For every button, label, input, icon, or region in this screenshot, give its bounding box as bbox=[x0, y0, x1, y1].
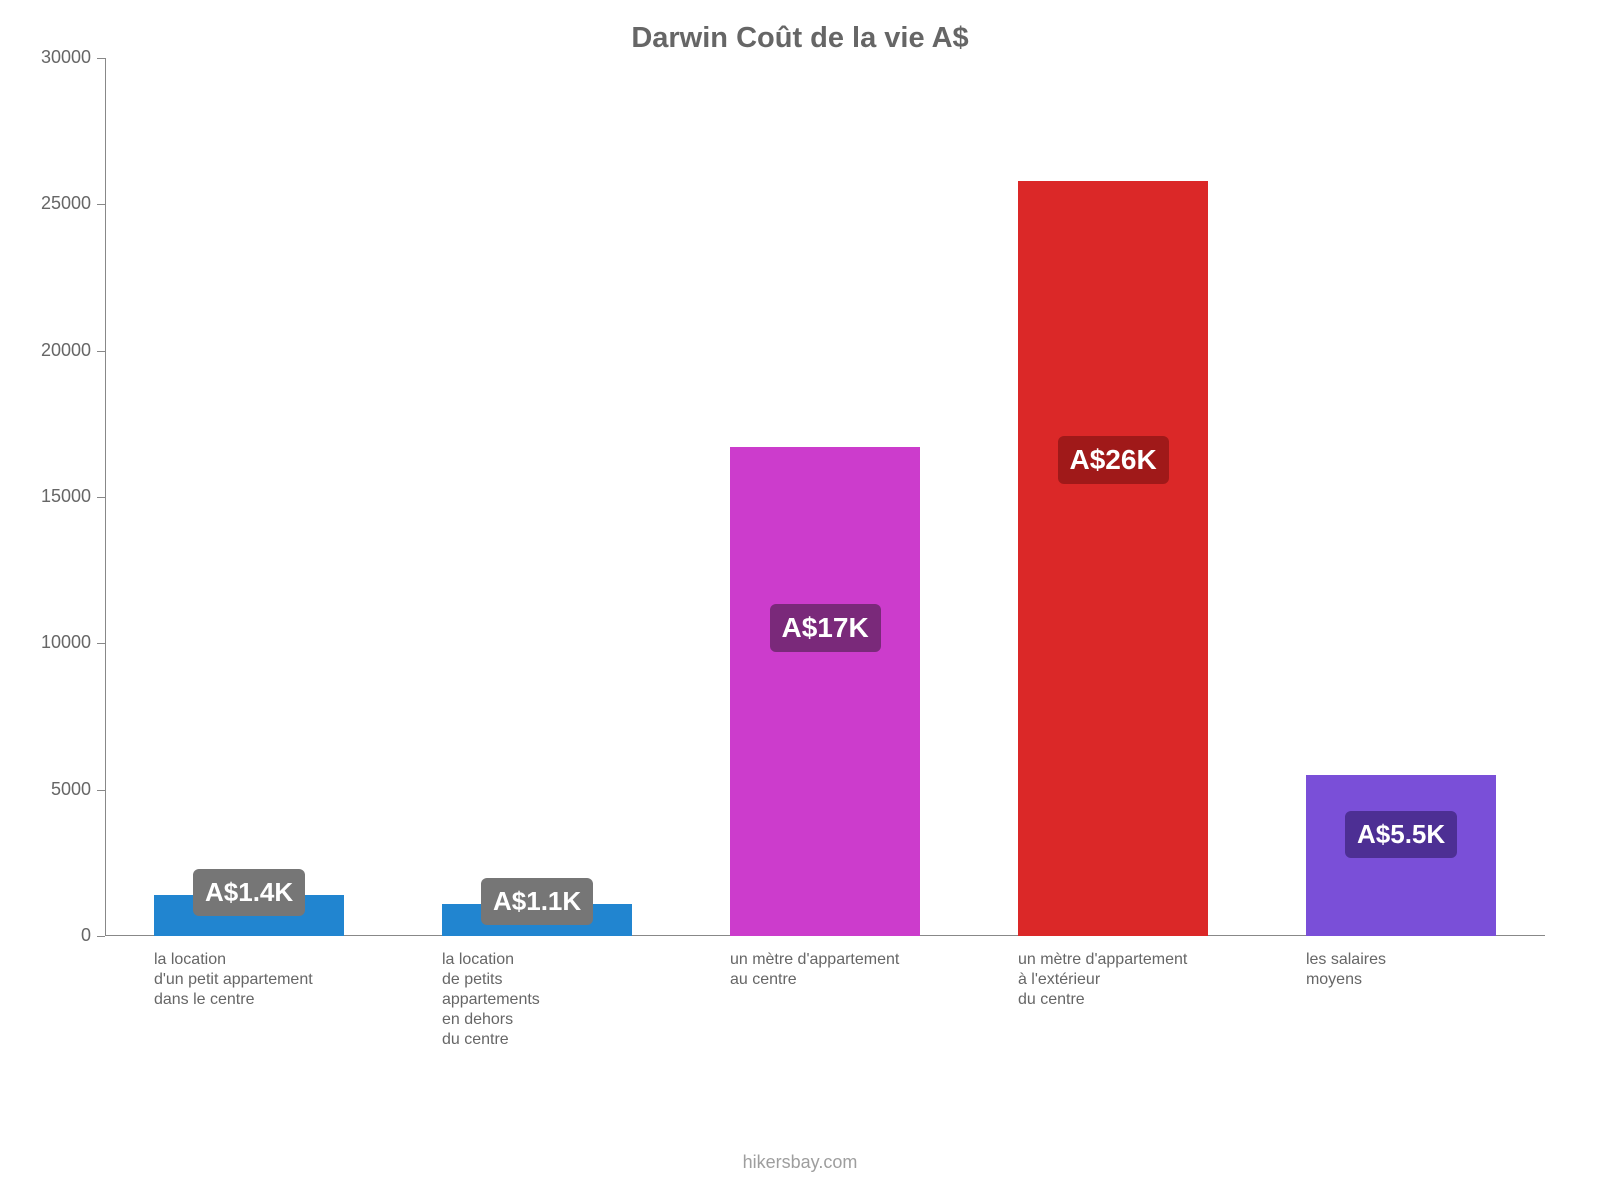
y-tick bbox=[97, 497, 105, 498]
value-badge: A$1.4K bbox=[193, 869, 305, 916]
value-badge: A$26K bbox=[1058, 436, 1169, 484]
y-tick bbox=[97, 790, 105, 791]
y-tick-label: 20000 bbox=[11, 340, 91, 361]
chart-footer: hikersbay.com bbox=[0, 1152, 1600, 1173]
value-badge: A$5.5K bbox=[1345, 811, 1457, 858]
x-category-label: la locationde petitsappartementsen dehor… bbox=[442, 950, 540, 1050]
y-tick-label: 5000 bbox=[11, 779, 91, 800]
value-badge: A$1.1K bbox=[481, 878, 593, 925]
bar bbox=[730, 447, 920, 936]
y-tick bbox=[97, 351, 105, 352]
y-tick-label: 0 bbox=[11, 925, 91, 946]
y-tick-label: 15000 bbox=[11, 486, 91, 507]
y-axis-line bbox=[105, 58, 106, 936]
y-tick bbox=[97, 204, 105, 205]
x-category-label: un mètre d'appartementà l'extérieurdu ce… bbox=[1018, 950, 1187, 1010]
chart-plot-area: 050001000015000200002500030000A$1.4Kla l… bbox=[105, 58, 1545, 936]
chart-frame: Darwin Coût de la vie A$ 050001000015000… bbox=[0, 0, 1600, 1200]
y-tick bbox=[97, 58, 105, 59]
y-tick-label: 30000 bbox=[11, 47, 91, 68]
x-category-label: la locationd'un petit appartementdans le… bbox=[154, 950, 313, 1010]
x-category-label: les salairesmoyens bbox=[1306, 950, 1386, 990]
value-badge: A$17K bbox=[770, 604, 881, 652]
y-tick bbox=[97, 936, 105, 937]
x-category-label: un mètre d'appartementau centre bbox=[730, 950, 899, 990]
y-tick bbox=[97, 643, 105, 644]
y-tick-label: 10000 bbox=[11, 632, 91, 653]
bar bbox=[1018, 181, 1208, 936]
y-tick-label: 25000 bbox=[11, 193, 91, 214]
chart-title: Darwin Coût de la vie A$ bbox=[0, 22, 1600, 55]
